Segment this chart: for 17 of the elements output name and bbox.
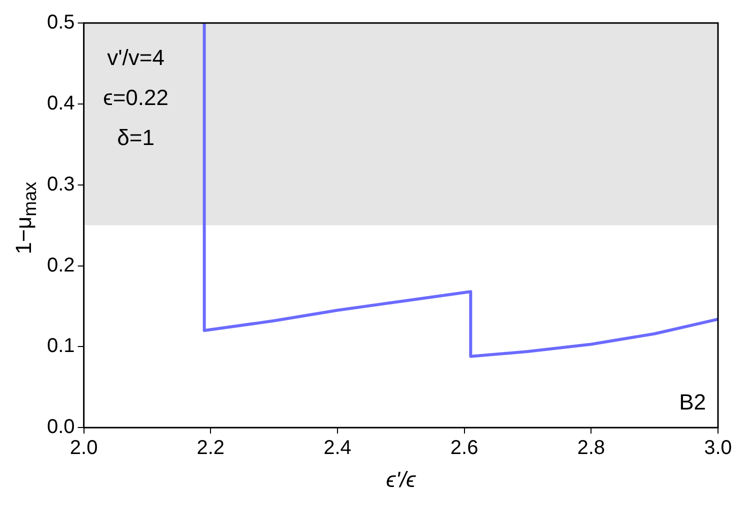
x-tick-label: 2.4 — [324, 437, 352, 460]
x-tick-label: 2.0 — [70, 437, 98, 460]
x-tick-label: 2.6 — [450, 437, 478, 460]
x-tick-label: 2.2 — [196, 437, 225, 460]
x-tick-label: 2.8 — [577, 437, 606, 460]
y-tick-label: 0.3 — [46, 173, 75, 196]
annotation: B2 — [679, 390, 706, 415]
x-axis-title: ϵ'/ϵ — [386, 466, 418, 492]
annotation: v'/v=4 — [107, 45, 165, 70]
y-tick-label: 0.4 — [46, 92, 75, 114]
x-tick-label: 3.0 — [704, 437, 732, 460]
annotation: δ=1 — [117, 125, 154, 150]
y-tick-label: 0.5 — [46, 12, 75, 34]
y-tick-label: 0.1 — [46, 335, 75, 358]
y-tick-label: 0.2 — [46, 254, 75, 276]
annotation: ϵ=0.22 — [103, 85, 168, 110]
y-tick-label: 0.0 — [46, 416, 75, 438]
